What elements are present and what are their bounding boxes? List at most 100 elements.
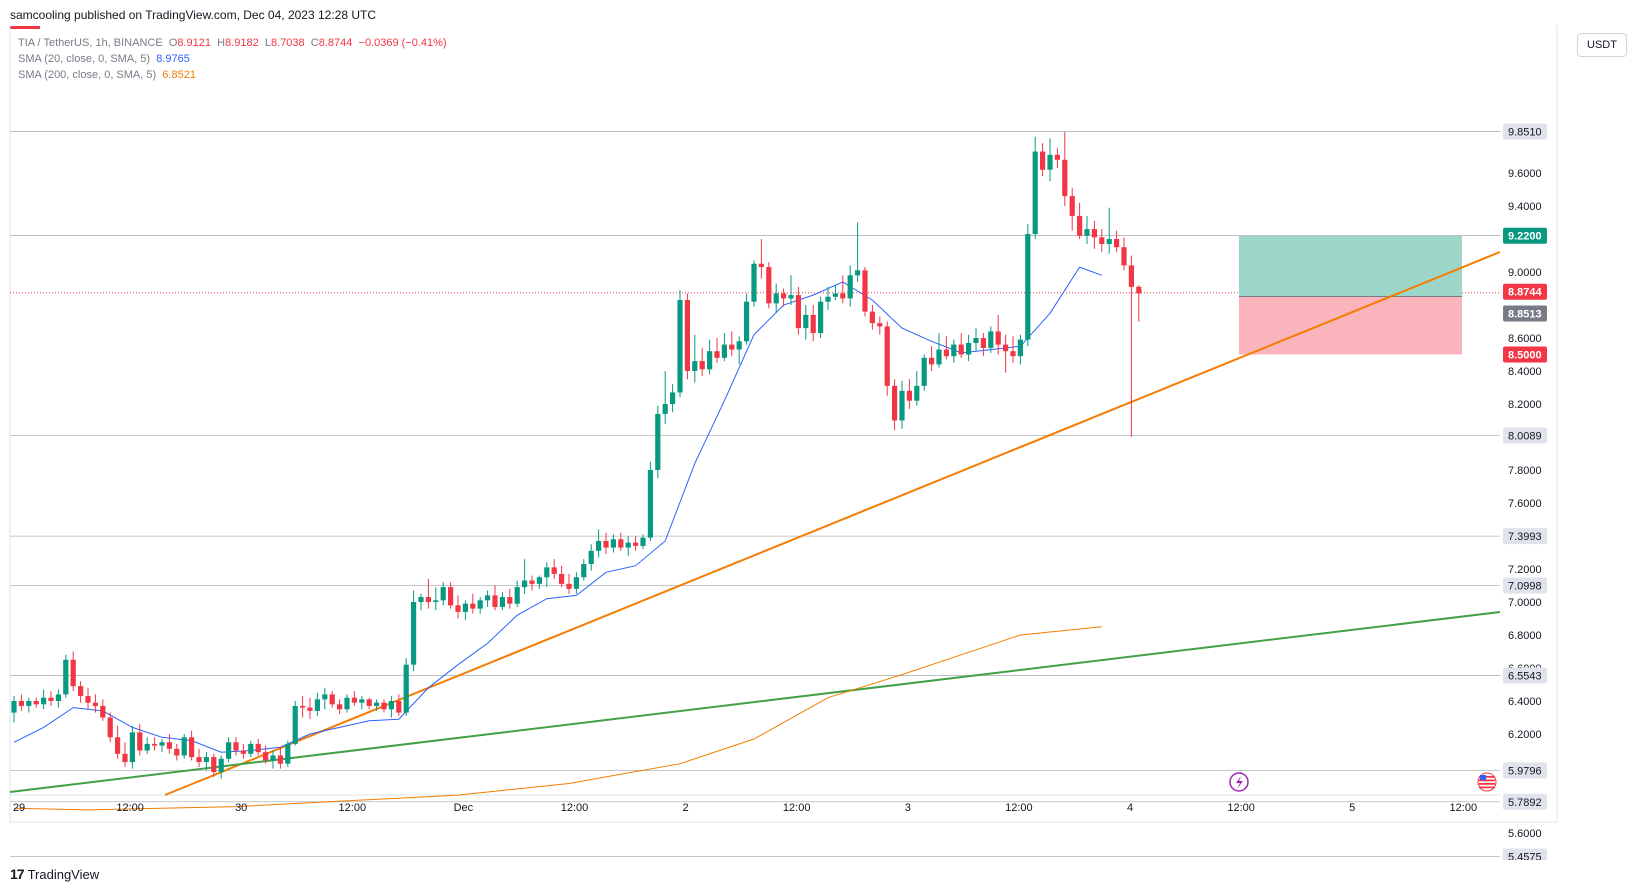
- candle: [699, 347, 705, 376]
- candle-body: [218, 758, 224, 772]
- candle: [1054, 148, 1060, 169]
- candle: [1025, 224, 1031, 347]
- candle: [522, 559, 528, 594]
- candle: [92, 694, 98, 713]
- legend-change: −0.0369 (−0.41%): [358, 37, 447, 49]
- candle: [625, 536, 631, 556]
- candle-body: [1054, 154, 1060, 160]
- candle: [536, 575, 542, 589]
- candle-body: [899, 390, 905, 421]
- candle: [1077, 202, 1083, 239]
- candle: [189, 730, 195, 761]
- price-badge-label: 8.8744: [1508, 287, 1543, 299]
- time-tick-label: 12:00: [339, 802, 367, 814]
- candle-body: [300, 705, 306, 708]
- candle: [270, 750, 276, 769]
- candle-body: [818, 301, 824, 334]
- candle-body: [485, 595, 491, 601]
- candle-body: [810, 314, 816, 334]
- candle-body: [1010, 351, 1016, 357]
- candle: [1084, 215, 1090, 244]
- candle-body: [285, 743, 291, 764]
- candle: [211, 753, 217, 777]
- candle: [314, 692, 320, 716]
- candle-body: [1091, 229, 1097, 238]
- candle-body: [951, 344, 957, 357]
- time-tick-label: 30: [235, 802, 247, 814]
- candle-body: [936, 349, 942, 365]
- candle: [1121, 237, 1127, 271]
- legend-close: 8.8744: [318, 37, 353, 49]
- candle: [41, 689, 47, 710]
- legend-sma200-label: SMA (200, close, 0, SMA, 5): [18, 69, 157, 81]
- price-badge-label: 8.5000: [1508, 350, 1542, 362]
- time-tick-label: 3: [905, 802, 911, 814]
- candle-body: [840, 293, 846, 299]
- candle: [100, 699, 106, 721]
- candle: [1003, 334, 1009, 373]
- lightning-icon: [1229, 772, 1249, 792]
- candle: [233, 737, 239, 756]
- lightning-icon-bolt: [1236, 776, 1243, 789]
- candle-body: [499, 597, 505, 607]
- candle: [1128, 255, 1134, 437]
- sma200-line: [13, 626, 1102, 811]
- candle-body: [744, 301, 750, 342]
- candle-body: [773, 293, 779, 304]
- candle: [869, 305, 875, 330]
- candle-body: [522, 580, 528, 588]
- sma-lines: [13, 266, 1102, 811]
- level-badge-label: 5.9796: [1508, 765, 1542, 777]
- candle-body: [596, 540, 602, 551]
- currency-button[interactable]: USDT: [1577, 33, 1627, 57]
- candle: [70, 651, 76, 692]
- price-badge-label: 8.8513: [1508, 309, 1542, 321]
- candle: [596, 529, 602, 558]
- candle-body: [751, 263, 757, 302]
- price-tick-label: 7.2000: [1508, 564, 1542, 576]
- legend-symbol-row: TIA / TetherUS, 1h, BINANCE O8.9121 H8.9…: [18, 35, 447, 51]
- price-tick-label: 6.2000: [1508, 729, 1542, 741]
- candle-body: [692, 361, 698, 371]
- candle: [832, 285, 838, 301]
- candle-body: [1032, 151, 1038, 235]
- level-badge: 5.4575: [1503, 848, 1547, 860]
- candle: [677, 290, 683, 398]
- level-badge-label: 7.0998: [1508, 581, 1542, 593]
- candle: [448, 582, 454, 609]
- candle-body: [1069, 196, 1075, 216]
- price-badge-bg: [1503, 227, 1547, 244]
- candle-body: [322, 694, 328, 700]
- time-axis: 29 12:00 30 12:00 Dec 12:00 2 12:00 3 12:00 4 12:00…: [13, 802, 1477, 814]
- candle-body: [914, 385, 920, 401]
- candle: [48, 691, 54, 706]
- candle: [514, 580, 520, 607]
- candle: [248, 740, 254, 758]
- candle: [618, 532, 624, 551]
- candle-body: [455, 605, 461, 612]
- candle: [670, 384, 676, 413]
- candle-body: [226, 742, 232, 759]
- chart-icons: [1229, 772, 1497, 792]
- candle: [877, 316, 883, 335]
- price-chart[interactable]: 9.6000 9.4000 9.0000 8.6000 8.4000 8.2000 7.80…: [0, 0, 1634, 860]
- candle-body: [11, 701, 17, 713]
- candle-body: [211, 757, 217, 772]
- candle-body: [122, 753, 128, 763]
- time-tick-label: 12:00: [561, 802, 589, 814]
- candle: [33, 697, 39, 708]
- level-badge-bg: [1503, 848, 1547, 860]
- candle-body: [529, 580, 535, 584]
- candle-body: [107, 717, 113, 738]
- candle: [788, 275, 794, 305]
- candle-body: [684, 300, 690, 371]
- level-badge-bg: [1503, 762, 1547, 779]
- us-flag-canton: [1480, 775, 1486, 780]
- tradingview-logo[interactable]: 17 TradingView: [10, 866, 99, 882]
- candle-body: [248, 743, 254, 754]
- candle-body: [70, 659, 76, 687]
- candle: [559, 565, 565, 588]
- candle-body: [277, 755, 283, 764]
- legend-sma200-value: 6.8521: [162, 69, 196, 81]
- candle-body: [832, 293, 838, 297]
